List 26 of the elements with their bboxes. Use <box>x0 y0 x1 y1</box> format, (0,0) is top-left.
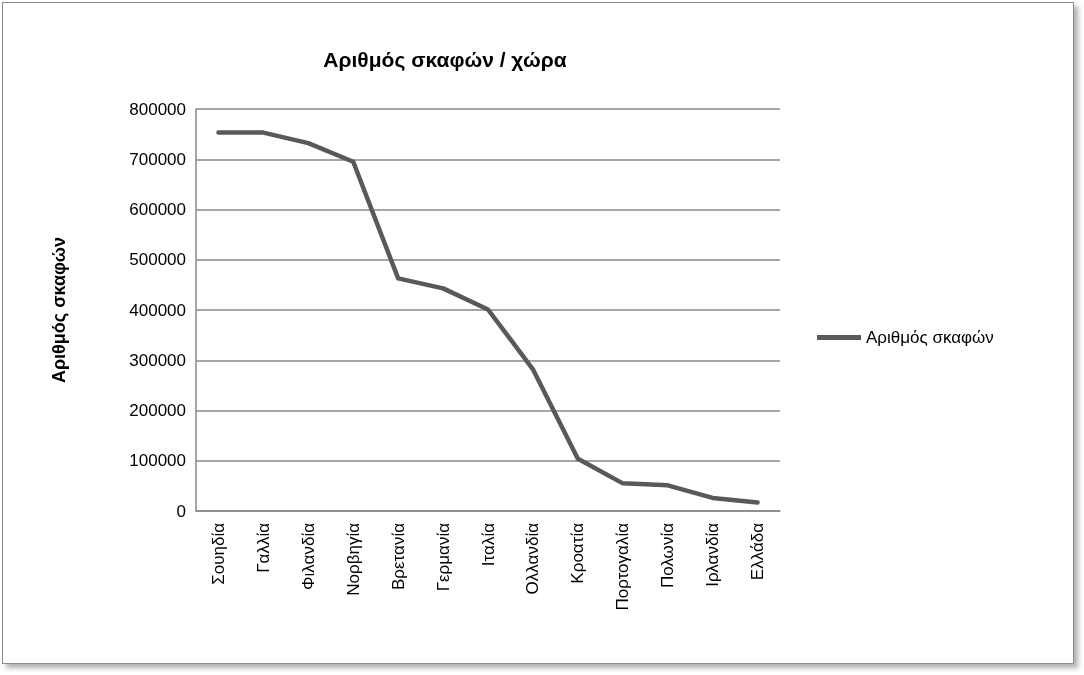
x-tick-label: Γερμανία <box>433 522 453 592</box>
y-tick-label: 800000 <box>129 99 186 119</box>
y-tick-label: 400000 <box>129 300 186 320</box>
y-tick-label: 200000 <box>129 401 186 420</box>
x-tick-label: Ιρλανδία <box>703 522 723 587</box>
x-tick-label: Πορτογαλία <box>613 522 633 611</box>
x-tick-label: Πολωνία <box>658 522 678 589</box>
x-tick-label: Γαλλία <box>253 522 273 573</box>
x-tick-label: Ολλανδία <box>523 522 543 595</box>
x-tick-label: Σουηδία <box>208 522 228 585</box>
y-tick-label: 700000 <box>129 149 186 169</box>
y-tick-label: 300000 <box>129 350 186 370</box>
y-axis-title: Αριθμός σκαφών <box>49 236 69 384</box>
x-tick-label: Φιλανδία <box>298 522 318 590</box>
y-tick-label: 100000 <box>129 451 186 471</box>
y-tick-label: 500000 <box>129 250 186 270</box>
x-tick-label: Κροατία <box>568 522 588 584</box>
legend-label: Αριθμός σκαφών <box>866 328 994 347</box>
y-tick-label: 0 <box>176 501 186 521</box>
x-tick-label: Ελλάδα <box>748 522 768 581</box>
line-series <box>216 130 760 505</box>
x-tick-label: Ιταλία <box>478 522 498 567</box>
chart-title: Αριθμός σκαφών / χώρα <box>323 48 567 72</box>
x-tick-label: Βρετανία <box>388 522 408 590</box>
y-tick-label: 600000 <box>129 200 186 219</box>
x-tick-label: Νορβηγία <box>343 522 363 596</box>
